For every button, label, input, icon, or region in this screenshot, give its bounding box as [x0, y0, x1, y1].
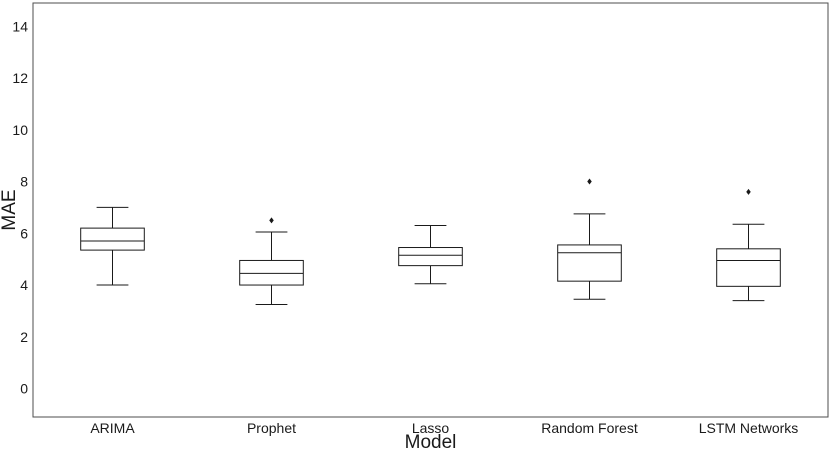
y-tick-label: 14 [12, 18, 28, 34]
iqr-box [239, 259, 304, 286]
y-tick-label: 8 [20, 174, 28, 190]
x-tick-label: ARIMA [90, 420, 135, 436]
box-arima [80, 206, 145, 286]
iqr-box [557, 244, 622, 282]
box-random-forest [557, 178, 622, 300]
y-tick-label: 6 [20, 225, 28, 241]
x-tick-label: LSTM Networks [699, 420, 799, 436]
box-lasso [398, 225, 463, 285]
x-tick-label: Prophet [247, 420, 296, 436]
outlier-point [269, 217, 274, 224]
iqr-box [398, 247, 463, 267]
y-tick-label: 4 [20, 277, 28, 293]
iqr-box [80, 227, 145, 251]
plot-frame [32, 2, 829, 418]
x-axis-title: Model [405, 432, 457, 453]
outlier-point [587, 178, 592, 185]
iqr-box [716, 248, 781, 287]
y-tick-label: 0 [20, 381, 28, 397]
box-lstm-networks [716, 188, 781, 302]
x-tick-label: Lasso [412, 420, 450, 436]
y-axis-title: MAE [0, 189, 20, 230]
y-tick-label: 10 [12, 122, 28, 138]
y-tick-label: 2 [20, 329, 28, 345]
outlier-point [746, 188, 751, 195]
y-tick-label: 12 [12, 70, 28, 86]
box-prophet [239, 217, 304, 305]
x-tick-label: Random Forest [541, 420, 638, 436]
